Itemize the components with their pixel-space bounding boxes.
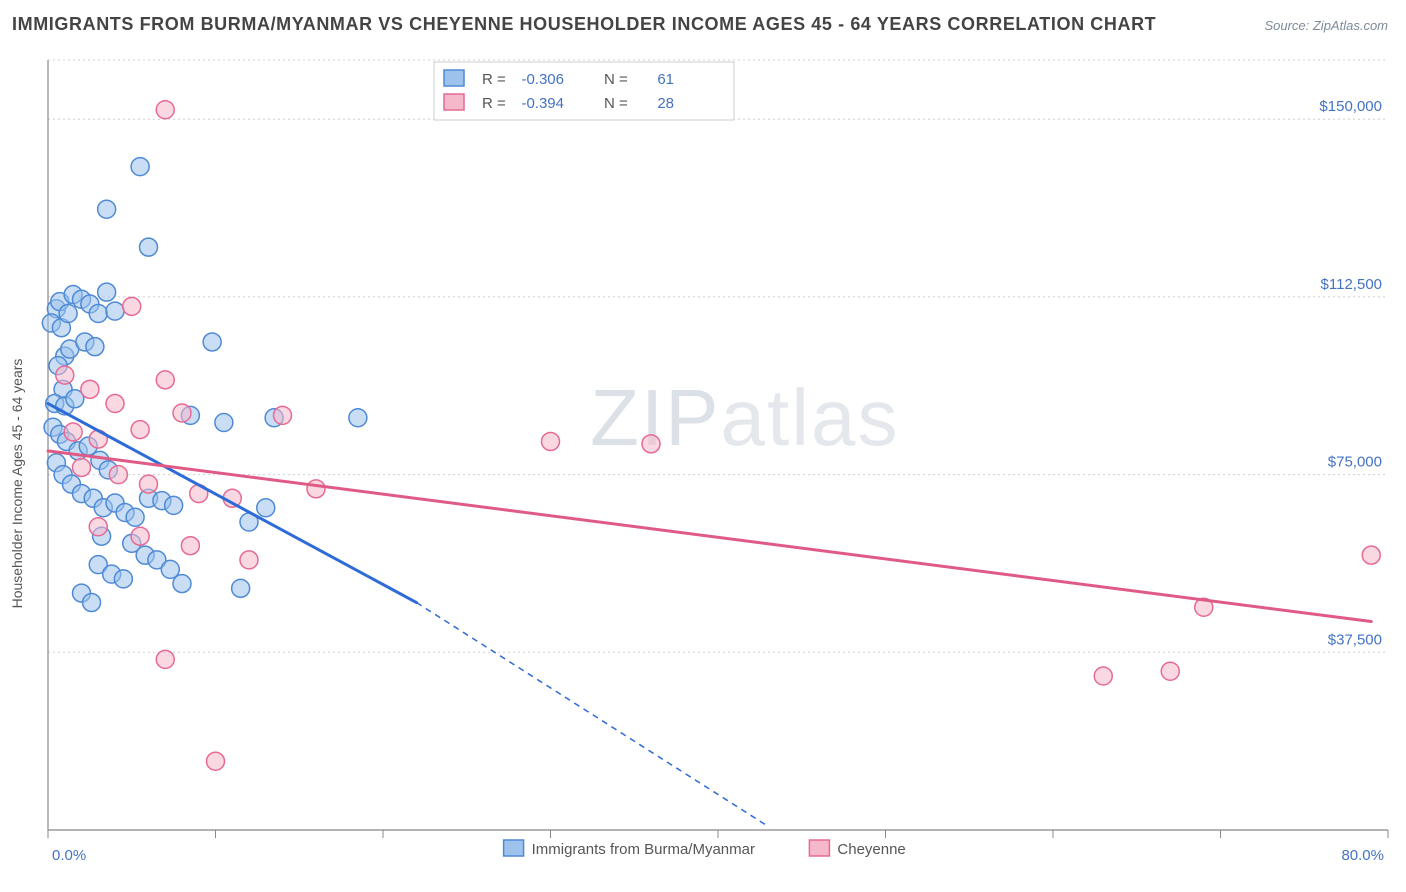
svg-text:$75,000: $75,000 (1328, 454, 1382, 471)
svg-text:-0.306: -0.306 (521, 71, 564, 88)
scatter-plot: $37,500 $75,000 $112,500 $150,000 ZIPatlas Ho… (0, 50, 1406, 892)
svg-text:Immigrants from Burma/Myanmar: Immigrants from Burma/Myanmar (532, 841, 755, 858)
chart-title: IMMIGRANTS FROM BURMA/MYANMAR VS CHEYENN… (12, 14, 1156, 35)
chart-source: Source: ZipAtlas.com (1264, 18, 1388, 33)
svg-text:$150,000: $150,000 (1319, 98, 1382, 115)
svg-text:R =: R = (482, 71, 506, 88)
svg-text:R =: R = (482, 95, 506, 112)
svg-text:$37,500: $37,500 (1328, 631, 1382, 648)
svg-text:Cheyenne: Cheyenne (837, 841, 905, 858)
svg-text:61: 61 (657, 71, 674, 88)
svg-text:$112,500: $112,500 (1321, 276, 1382, 293)
svg-text:N =: N = (604, 71, 628, 88)
svg-text:ZIPatlas: ZIPatlas (590, 373, 899, 462)
svg-text:-0.394: -0.394 (521, 95, 564, 112)
y-axis-title: Householder Income Ages 45 - 64 years (9, 359, 25, 609)
svg-text:N =: N = (604, 95, 628, 112)
svg-text:0.0%: 0.0% (52, 847, 86, 864)
svg-text:80.0%: 80.0% (1341, 847, 1384, 864)
svg-text:28: 28 (657, 95, 674, 112)
